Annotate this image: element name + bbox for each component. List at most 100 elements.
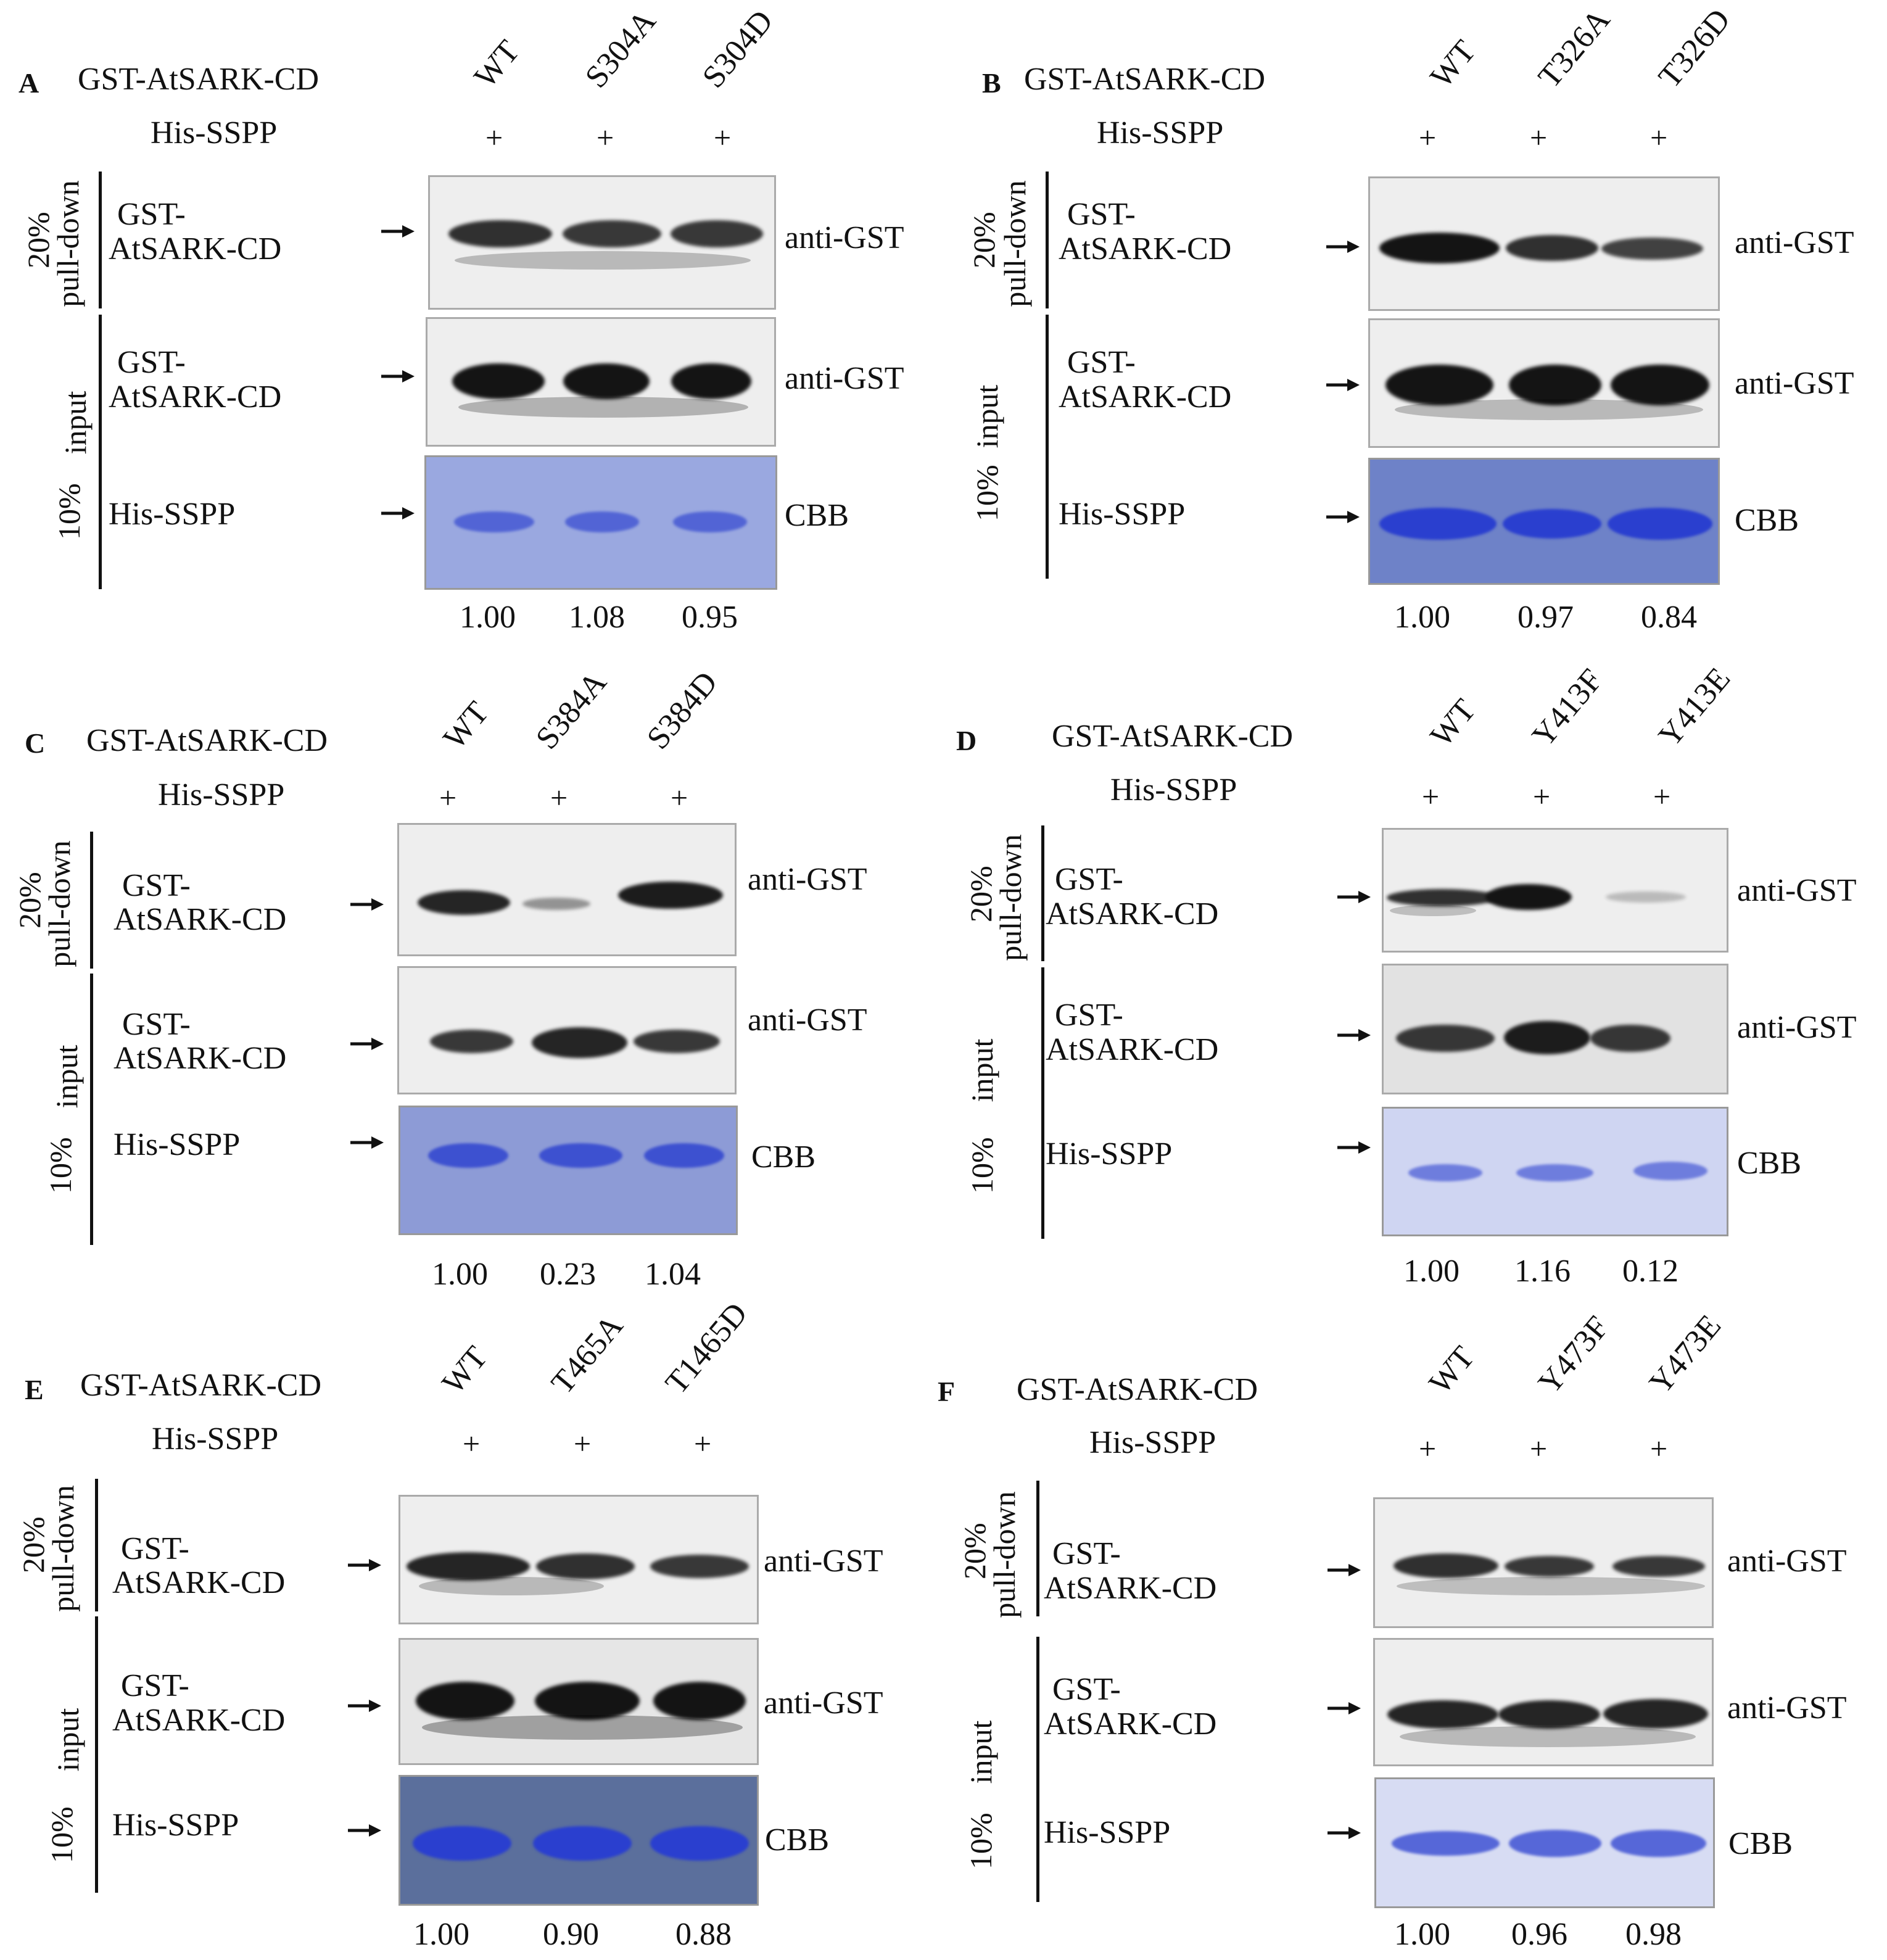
cbb-gel <box>1368 458 1720 585</box>
panel-letter: D <box>956 725 977 756</box>
pulldown-bracket <box>1046 172 1049 308</box>
input-label-line2: input <box>970 384 1004 449</box>
arrow-icon <box>348 1559 381 1571</box>
blot-label-line2: AtSARK-CD <box>1046 1032 1219 1067</box>
pulldown-label-line1: 20% <box>957 1523 992 1579</box>
cbb-band <box>533 1826 632 1861</box>
pulldown-label-line1: 20% <box>16 1516 51 1573</box>
cbb-gel <box>398 1775 759 1906</box>
stain-label: CBB <box>1728 1826 1793 1861</box>
pulldown-label-line1: 20% <box>964 866 998 922</box>
quant-value: 1.00 <box>460 600 516 635</box>
faint-band <box>1397 1577 1705 1595</box>
antibody-label: anti-GST <box>785 220 904 255</box>
panel-letter: E <box>25 1374 44 1405</box>
band <box>430 1030 513 1053</box>
input-bracket <box>1046 315 1049 579</box>
pulldown-bracket <box>90 832 93 969</box>
input-label-line2: input <box>49 1044 84 1109</box>
input-label-line1: 10% <box>970 465 1004 521</box>
lane-header: WT <box>1423 692 1483 754</box>
band <box>1601 238 1703 260</box>
antibody-label: anti-GST <box>1735 366 1854 401</box>
band <box>1506 235 1598 261</box>
band <box>1387 889 1498 906</box>
plus-sign: + <box>485 120 503 155</box>
plus-sign: + <box>463 1426 481 1461</box>
lane-header: Y413E <box>1651 661 1738 754</box>
cbb-band <box>1379 508 1497 540</box>
cbb-band <box>428 1143 508 1168</box>
cbb-band <box>413 1826 511 1861</box>
input-label-line1: 10% <box>964 1813 998 1869</box>
antibody-label: anti-GST <box>1735 225 1854 260</box>
cbb-band <box>565 511 639 532</box>
quant-value: 0.12 <box>1622 1254 1678 1289</box>
blot-label-line1: GST- <box>1067 345 1136 380</box>
plus-sign: + <box>714 120 732 155</box>
arrow-icon <box>381 507 415 519</box>
quant-value: 1.00 <box>413 1917 469 1952</box>
panel-letter: C <box>25 727 46 759</box>
panel-a: A GST-AtSARK-CD WT S304A S304D His-SSPP … <box>0 0 925 654</box>
pulldown-blot <box>1368 176 1720 311</box>
prey-label: His-SSPP <box>151 115 278 151</box>
lane-header: T326D <box>1651 2 1738 95</box>
band <box>522 898 590 910</box>
band <box>1504 1021 1590 1054</box>
plus-sign: + <box>694 1426 712 1461</box>
band <box>452 363 545 399</box>
blot-label-line1: GST- <box>1055 862 1123 897</box>
stain-label: CBB <box>765 1822 830 1858</box>
band <box>448 220 552 247</box>
quant-value: 1.04 <box>645 1257 701 1292</box>
lane-header: WT <box>436 695 496 756</box>
band <box>1612 1556 1705 1577</box>
blot-label-line2: AtSARK-CD <box>109 379 282 415</box>
band <box>1396 1025 1495 1052</box>
band <box>618 882 723 909</box>
quant-value: 0.88 <box>675 1917 732 1952</box>
quant-value: 0.96 <box>1511 1917 1567 1952</box>
blot-label-line2: AtSARK-CD <box>1044 1571 1217 1606</box>
input-blot <box>1368 318 1720 448</box>
faint-band <box>458 397 748 418</box>
band <box>563 363 650 399</box>
pulldown-blot <box>1382 828 1728 953</box>
plus-sign: + <box>1419 1431 1437 1466</box>
input-bracket <box>1036 1637 1039 1902</box>
lane-header: S304A <box>578 3 663 95</box>
cbb-band <box>650 1826 749 1861</box>
cbb-band <box>1611 1830 1706 1857</box>
band <box>1385 365 1493 405</box>
band <box>1498 1700 1600 1729</box>
quant-value: 1.00 <box>1403 1254 1460 1289</box>
pulldown-label-line2: pull-down <box>993 834 1028 961</box>
blot-label-line2: AtSARK-CD <box>1046 896 1219 932</box>
arrow-icon <box>1328 1827 1361 1839</box>
blot-label-line2: AtSARK-CD <box>109 231 282 267</box>
cbb-gel <box>1374 1777 1715 1908</box>
blot-label-line2: AtSARK-CD <box>112 1565 286 1600</box>
sspp-label: His-SSPP <box>109 497 236 532</box>
sspp-label: His-SSPP <box>1044 1815 1171 1850</box>
plus-sign: + <box>550 780 568 815</box>
pulldown-label-line1: 20% <box>12 872 47 928</box>
arrow-icon <box>348 1700 381 1712</box>
arrow-icon <box>348 1824 381 1837</box>
blot-label-line2: AtSARK-CD <box>114 902 287 937</box>
input-label-line1: 10% <box>965 1137 999 1194</box>
blot-label-line1: GST- <box>1055 998 1123 1033</box>
pulldown-bracket <box>1041 825 1044 961</box>
sspp-label: His-SSPP <box>1046 1136 1173 1172</box>
prey-label: His-SSPP <box>152 1421 279 1457</box>
band <box>1394 1553 1498 1578</box>
antibody-label: anti-GST <box>1727 1544 1847 1579</box>
quant-value: 1.00 <box>432 1257 488 1292</box>
pulldown-label-line2: pull-down <box>46 1485 80 1612</box>
construct-label: GST-AtSARK-CD <box>78 62 320 97</box>
input-blot <box>398 1638 759 1765</box>
input-label-line1: 10% <box>52 483 86 540</box>
faint-band <box>1395 399 1703 420</box>
faint-band <box>455 251 751 270</box>
